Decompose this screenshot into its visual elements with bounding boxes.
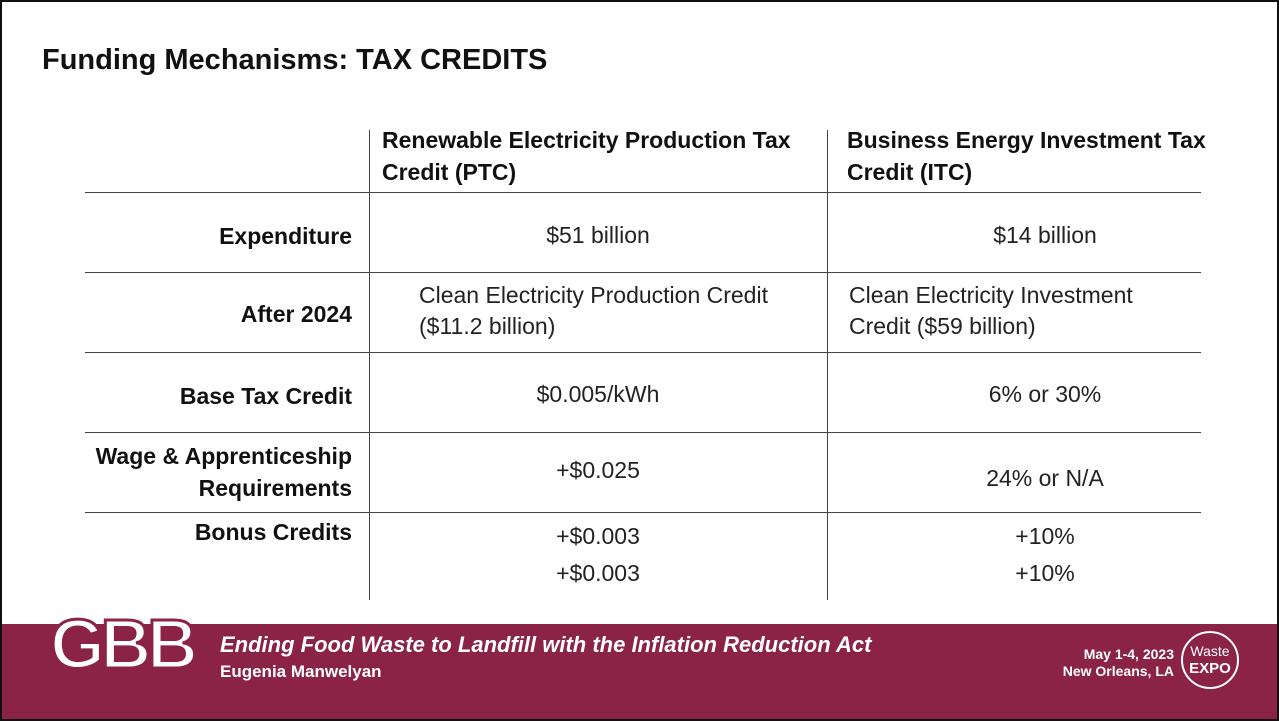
cell: $0.005/kWh — [536, 381, 660, 407]
row-label: Wage & Apprenticeship Requirements — [95, 443, 352, 501]
row-divider — [85, 512, 1201, 513]
row-label: Base Tax Credit — [179, 383, 352, 409]
row-divider — [85, 432, 1201, 433]
column-header: Renewable Electricity Production Tax Cre… — [382, 127, 791, 185]
row-divider — [85, 352, 1201, 353]
talk-title: Ending Food Waste to Landfill with the I… — [220, 632, 872, 657]
row-label: Expenditure — [219, 223, 352, 249]
column-header: Business Energy Investment Tax Credit (I… — [847, 127, 1206, 185]
cell: Clean Electricity Production Credit ($11… — [419, 282, 768, 339]
event-date: May 1-4, 2023 — [1083, 646, 1174, 662]
cell-line: +$0.003 — [556, 560, 640, 586]
cell-line: +10% — [1015, 560, 1075, 586]
logo-ring — [1181, 631, 1239, 689]
cell-line: +10% — [1015, 523, 1075, 549]
cell: +$0.025 — [556, 457, 640, 483]
event-logo: Waste EXPO — [1181, 631, 1239, 689]
footer-band: GBB Ending Food Waste to Landfill with t… — [2, 610, 1277, 719]
cell: Clean Electricity Investment Credit ($59… — [849, 282, 1133, 339]
logo-word: EXPO — [1189, 660, 1231, 677]
logo-word: Waste — [1190, 643, 1229, 659]
cell-line: +$0.003 — [556, 523, 640, 549]
cell: 24% or N/A — [986, 465, 1104, 491]
cell: $14 billion — [993, 222, 1097, 248]
slide-title: Funding Mechanisms: TAX CREDITS — [42, 44, 548, 76]
cell: $51 billion — [546, 222, 650, 248]
speaker: Eugenia Manwelyan — [220, 662, 382, 681]
row-divider — [85, 272, 1201, 273]
logo-text: GBB — [50, 610, 195, 683]
row-label: After 2024 — [240, 301, 352, 327]
column-divider — [369, 130, 370, 600]
column-divider — [827, 130, 828, 600]
row-divider — [85, 192, 1201, 193]
gbb-logo: GBB — [49, 610, 201, 685]
row-label: Bonus Credits — [194, 519, 352, 545]
event-location: New Orleans, LA — [1062, 663, 1174, 679]
cell: 6% or 30% — [988, 381, 1102, 407]
